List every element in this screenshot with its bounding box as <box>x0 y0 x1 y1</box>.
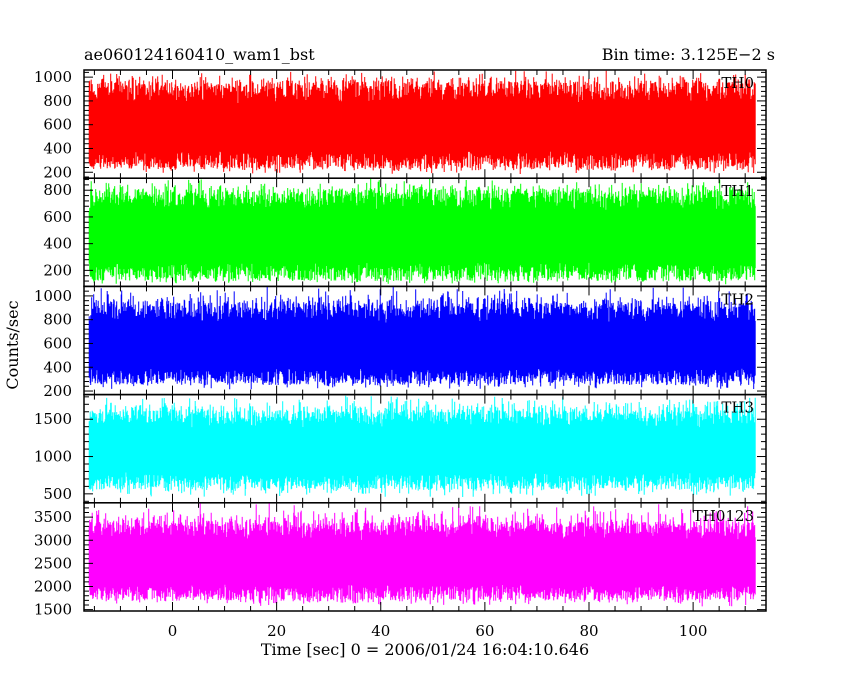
y-tick-label: 200 <box>43 382 72 400</box>
panel-label: TH0123 <box>693 507 754 525</box>
chart-title: ae060124160410_wam1_bst <box>84 45 315 64</box>
y-tick-label: 3500 <box>34 508 72 526</box>
x-tick-label: 20 <box>267 622 286 640</box>
y-tick-label: 800 <box>43 92 72 110</box>
panel-th1: 200 400 600 800 TH1 <box>43 177 767 288</box>
panel-label: TH0 <box>721 74 754 92</box>
panel-frame <box>83 502 767 612</box>
series-th0123 <box>88 503 756 607</box>
y-tick-label: 1500 <box>34 410 72 428</box>
y-tick-label: 600 <box>43 334 72 352</box>
y-tick-label: 200 <box>43 261 72 279</box>
x-tick-label: 40 <box>371 622 390 640</box>
y-tick-label: 200 <box>43 163 72 181</box>
series-th2 <box>88 286 756 390</box>
panel-th0123: 1500 2000 2500 3000 3500 TH0123 <box>34 502 767 619</box>
panel-label: TH2 <box>721 290 754 308</box>
x-tick-label: 60 <box>475 622 494 640</box>
bin-time-label: Bin time: 3.125E−2 s <box>602 45 775 64</box>
y-tick-label: 600 <box>43 208 72 226</box>
y-tick-label: 800 <box>43 181 72 199</box>
panel-label: TH3 <box>721 399 754 417</box>
y-tick-label: 2000 <box>34 577 72 595</box>
y-tick-label: 2500 <box>34 554 72 572</box>
series-th0 <box>88 70 756 174</box>
y-tick-label: 400 <box>43 139 72 157</box>
y-tick-label: 1000 <box>34 448 72 466</box>
y-tick-label: 800 <box>43 311 72 329</box>
series-th3 <box>88 395 756 497</box>
y-axis-label: Counts/sec <box>3 300 22 389</box>
x-axis-label: Time [sec] 0 = 2006/01/24 16:04:10.646 <box>261 640 589 659</box>
panel-th3: 500 1000 1500 TH3 <box>34 393 767 504</box>
y-tick-label: 1000 <box>34 287 72 305</box>
y-tick-label: 1500 <box>34 601 72 619</box>
x-tick-label: 80 <box>579 622 598 640</box>
y-tick-label: 400 <box>43 235 72 253</box>
x-tick-label: 0 <box>168 622 178 640</box>
panel-label: TH1 <box>721 182 754 200</box>
y-tick-label: 3000 <box>34 531 72 549</box>
x-tick-label: 100 <box>679 622 708 640</box>
series-th1 <box>88 178 756 285</box>
y-tick-label: 500 <box>43 485 72 503</box>
y-tick-label: 400 <box>43 358 72 376</box>
panel-th0: 200 400 600 800 1000 TH0 <box>34 68 767 181</box>
y-tick-label: 600 <box>43 116 72 134</box>
panel-th2: 200 400 600 800 1000 TH2 <box>34 285 767 400</box>
y-tick-label: 1000 <box>34 68 72 86</box>
